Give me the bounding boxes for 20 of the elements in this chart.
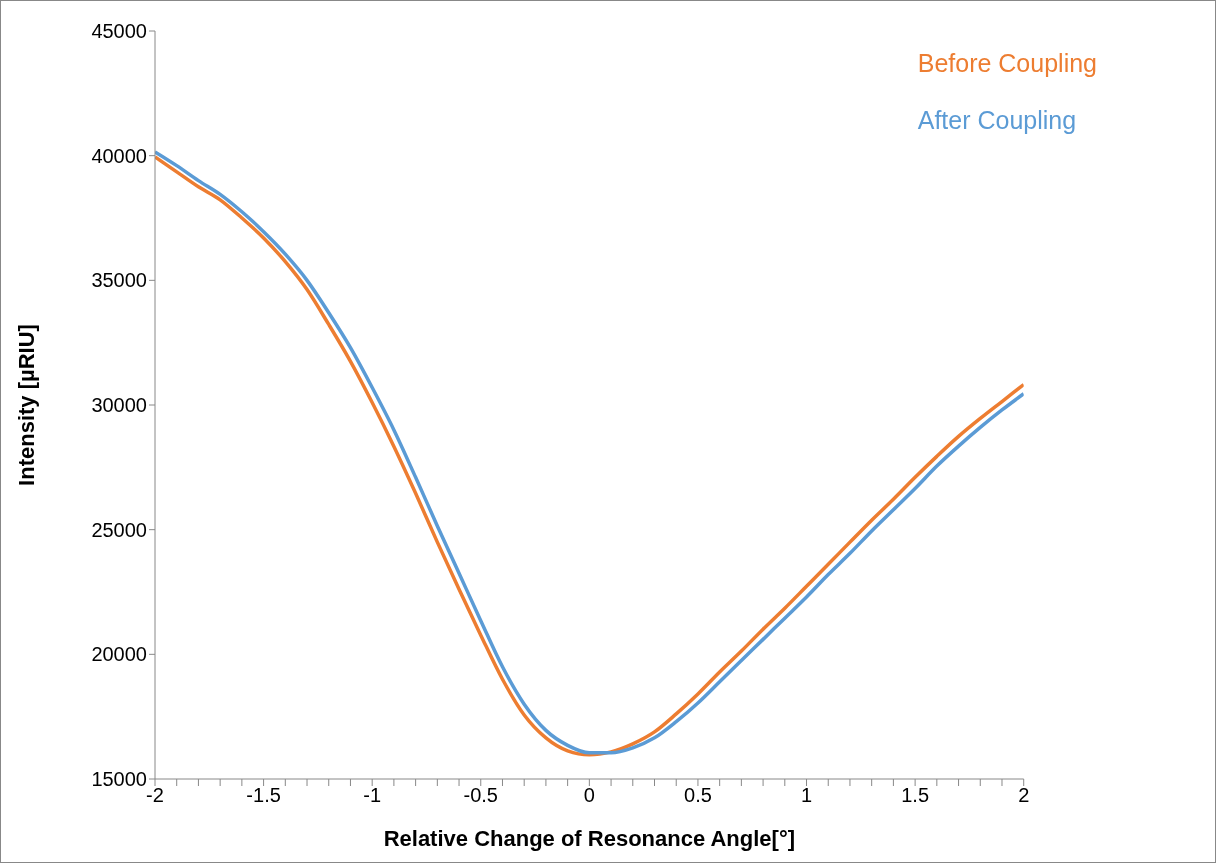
y-tick-label: 30000 — [91, 394, 147, 417]
x-tick-label: 1 — [800, 784, 813, 807]
y-tick-label: 15000 — [91, 768, 147, 791]
x-axis-title: Relative Change of Resonance Angle[°] — [383, 826, 796, 851]
x-tick-label: -1 — [363, 784, 382, 807]
x-tick-label: -1.5 — [246, 784, 281, 807]
x-tick-label: -2 — [146, 784, 164, 807]
y-tick-label: 20000 — [91, 643, 147, 666]
y-tick-label: 40000 — [91, 144, 147, 167]
x-tick-label: 1.5 — [901, 784, 930, 807]
x-tick-label: 0 — [583, 784, 595, 807]
x-tick-label: 0.5 — [684, 784, 712, 807]
y-tick-label: 35000 — [91, 269, 147, 292]
y-axis-title: Intensity [µRIU] — [13, 324, 39, 486]
x-tick-label: 2 — [1018, 784, 1030, 807]
y-tick-label: 45000 — [91, 20, 147, 43]
x-tick-label: -0.5 — [463, 784, 498, 807]
text: Before Coupling — [917, 48, 1097, 79]
y-tick-label: 25000 — [91, 518, 147, 541]
text: After Coupling — [917, 105, 1078, 136]
